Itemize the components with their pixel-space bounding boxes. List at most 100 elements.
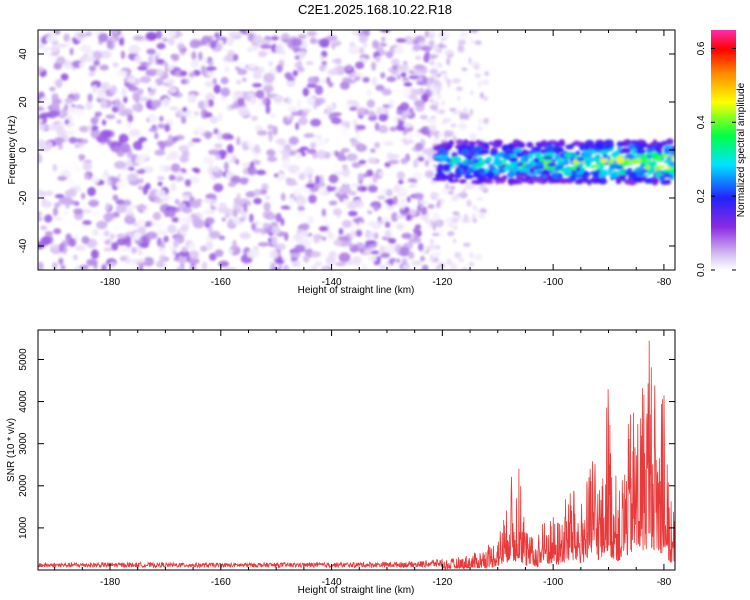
heatmap-cell	[203, 198, 214, 204]
heatmap-cell	[292, 188, 301, 198]
heatmap-cell	[190, 213, 196, 220]
heatmap-cell	[127, 166, 135, 171]
heatmap-cell	[39, 186, 51, 192]
heatmap-cell	[167, 133, 173, 144]
heatmap-cell	[429, 68, 439, 75]
heatmap-cell	[205, 92, 215, 102]
heatmap-cell	[154, 132, 159, 140]
heatmap-cell	[46, 140, 53, 150]
heatmap-cell	[105, 114, 116, 120]
heatmap-cell	[209, 40, 217, 49]
heatmap-cell	[455, 86, 464, 91]
heatmap-cell	[165, 30, 177, 38]
heatmap-cell	[209, 230, 221, 239]
heatmap-cell	[234, 158, 240, 165]
heatmap-cell	[575, 150, 581, 156]
heatmap-cell	[663, 147, 671, 152]
heatmap-cell	[485, 144, 490, 151]
heatmap-cell	[85, 101, 93, 111]
heatmap-cell	[478, 117, 483, 125]
heatmap-cell	[217, 130, 222, 141]
x-tick-label: -100	[543, 577, 563, 588]
heatmap-cell	[101, 263, 107, 270]
heatmap-cell	[99, 64, 109, 71]
heatmap-cell	[527, 178, 534, 184]
heatmap-cell	[358, 222, 363, 231]
heatmap-cell	[461, 164, 469, 171]
heatmap-cell	[420, 255, 425, 262]
heatmap-cell	[155, 189, 167, 198]
heatmap-cell	[498, 151, 506, 156]
heatmap-cell	[478, 69, 483, 75]
heatmap-cell	[154, 198, 164, 204]
heatmap-cell	[665, 156, 673, 162]
heatmap-cell	[397, 179, 404, 185]
heatmap-cell	[357, 173, 365, 182]
heatmap-cell	[63, 209, 69, 216]
heatmap-cell	[576, 166, 581, 172]
heatmap-cell	[132, 104, 138, 112]
heatmap-cell	[87, 124, 92, 133]
heatmap-cell	[489, 163, 494, 169]
heatmap-cell	[280, 205, 292, 210]
heatmap-cell	[333, 239, 343, 247]
heatmap-cell	[166, 64, 174, 71]
heatmap-cell	[445, 88, 451, 97]
heatmap-cell	[266, 149, 276, 157]
y-tick-label: 3000	[18, 432, 29, 455]
heatmap-cell	[656, 143, 664, 150]
heatmap-cell	[187, 257, 200, 265]
heatmap-cell	[300, 223, 310, 231]
heatmap-cell	[501, 175, 508, 180]
heatmap-cell	[493, 141, 502, 145]
heatmap-cell	[190, 59, 199, 69]
heatmap-cell	[111, 241, 119, 251]
heatmap-cell	[402, 139, 415, 144]
heatmap-cell	[417, 242, 424, 252]
heatmap-cell	[292, 233, 303, 241]
heatmap-cell	[135, 165, 141, 171]
snr-frame	[37, 329, 676, 571]
heatmap-cell	[352, 218, 362, 223]
heatmap-cell	[613, 165, 624, 170]
heatmap-cell	[100, 99, 108, 109]
heatmap-cell	[49, 57, 58, 64]
heatmap-cell	[378, 171, 384, 177]
heatmap-cell	[413, 192, 424, 200]
heatmap-cell	[434, 173, 443, 178]
heatmap-cell	[240, 208, 245, 216]
colorbar-label: Normalized spectral amplitude	[736, 82, 747, 217]
heatmap-cell	[87, 93, 93, 103]
heatmap-cell	[466, 167, 474, 173]
heatmap-cell	[392, 195, 398, 205]
heatmap-cell	[325, 35, 338, 41]
heatmap-cell	[332, 124, 343, 130]
heatmap-cell	[154, 149, 166, 156]
heatmap-cell	[466, 160, 475, 166]
heatmap-cell	[88, 65, 97, 72]
heatmap-cell	[305, 183, 315, 189]
heatmap-cell	[352, 199, 365, 208]
heatmap-cell	[367, 157, 377, 164]
heatmap-cell	[267, 156, 278, 163]
heatmap-cell	[490, 147, 498, 155]
heatmap-cell	[132, 140, 144, 151]
heatmap-cell	[148, 128, 158, 133]
heatmap-cell	[635, 166, 643, 172]
heatmap-cell	[421, 264, 429, 270]
heatmap-cell	[261, 183, 269, 191]
heatmap-cell	[449, 235, 454, 242]
heatmap-cell	[305, 61, 314, 66]
heatmap-cell	[259, 44, 272, 49]
heatmap-cell	[464, 183, 473, 190]
heatmap-cell	[118, 37, 125, 47]
heatmap-cell	[145, 182, 151, 190]
heatmap-cell	[63, 33, 70, 42]
heatmap-cell	[256, 169, 267, 176]
heatmap-cell	[291, 38, 303, 47]
heatmap-cell	[569, 176, 577, 182]
heatmap-cell	[609, 172, 617, 179]
heatmap-cell	[222, 46, 228, 52]
heatmap-cell	[79, 125, 90, 133]
